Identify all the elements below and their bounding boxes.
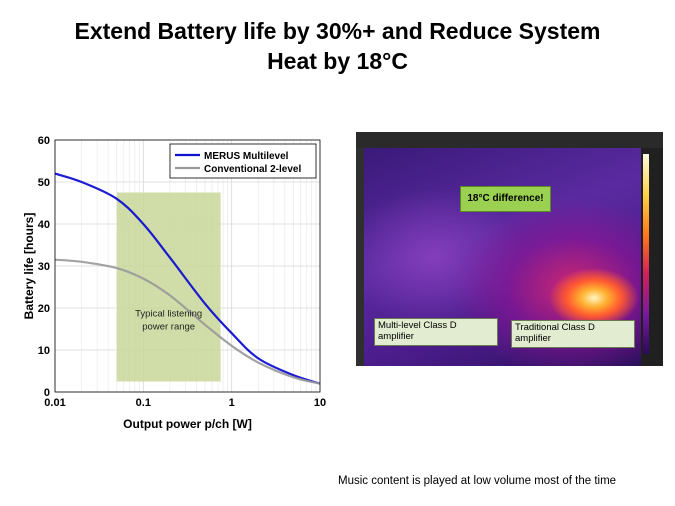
legend-box bbox=[169, 143, 317, 179]
battery-life-chart: Typical listening power range 0.01 0.1 1 10 0 1… bbox=[0, 130, 340, 440]
traditional-label: Traditional Class D amplifier bbox=[511, 320, 635, 348]
title-line-1: Extend Battery life by 30%+ and Reduce S… bbox=[74, 18, 601, 44]
listening-range-band bbox=[116, 192, 221, 382]
x-tick-label: 0.1 bbox=[136, 397, 151, 409]
y-tick-label: 50 bbox=[38, 177, 50, 189]
thermal-side-toolbar bbox=[356, 148, 364, 366]
y-tick-label: 30 bbox=[38, 261, 50, 273]
x-tick-label: 10 bbox=[314, 397, 326, 409]
plot-frame bbox=[54, 139, 321, 393]
slide-title: Extend Battery life by 30%+ and Reduce S… bbox=[0, 16, 675, 76]
series-line-merus bbox=[54, 172, 321, 385]
annotation-text-line-1: Typical listening bbox=[135, 308, 202, 319]
x-axis-label: Output power p/ch [W] bbox=[123, 417, 252, 431]
series-line-conventional bbox=[54, 258, 321, 385]
y-tick-label: 60 bbox=[38, 135, 50, 147]
x-tick-label: 1 bbox=[229, 397, 235, 409]
y-tick-label: 10 bbox=[38, 345, 50, 357]
legend-entry: MERUS Multilevel bbox=[204, 151, 289, 162]
y-tick-label: 20 bbox=[38, 303, 50, 315]
slide-caption: Music content is played at low volume mo… bbox=[338, 475, 617, 487]
title-line-2: Heat by 18°C bbox=[267, 48, 408, 74]
battery-life-chart-svg: Typical listening power range 0.01 0.1 1 10 0 1… bbox=[22, 135, 326, 431]
y-tick-label: 0 bbox=[44, 387, 50, 399]
y-axis-label: Battery life [hours] bbox=[22, 213, 36, 320]
annotation-text-line-2: power range bbox=[142, 321, 195, 332]
difference-label: 18°C difference! bbox=[460, 186, 551, 212]
thermal-toolbar bbox=[356, 132, 663, 148]
temperature-gradient bbox=[643, 154, 649, 354]
y-tick-label: 40 bbox=[38, 219, 50, 231]
x-tick-label: 0.01 bbox=[44, 397, 65, 409]
multilevel-label: Multi-level Class D amplifier bbox=[374, 318, 498, 346]
legend-entry: Conventional 2-level bbox=[204, 164, 301, 175]
